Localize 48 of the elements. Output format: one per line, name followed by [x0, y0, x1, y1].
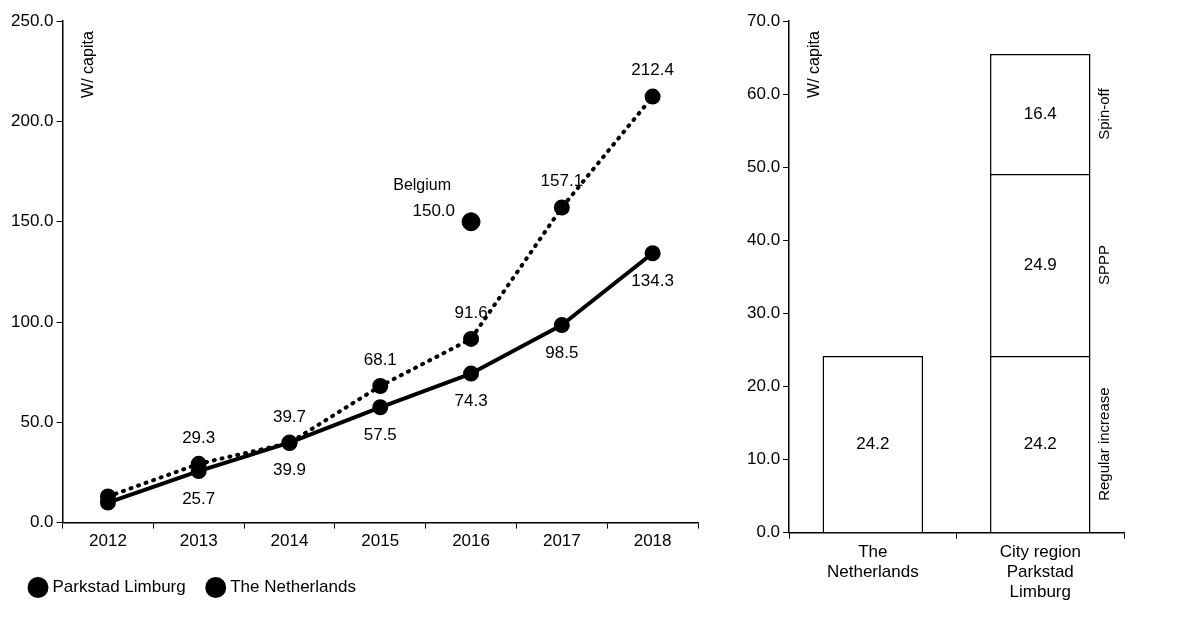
- y-tick-label: 150.0: [10, 211, 54, 231]
- data-label: 57.5: [363, 424, 397, 444]
- x-tick-label: 2015: [361, 531, 400, 551]
- data-label: 24.2: [1023, 433, 1057, 453]
- x-tick-label: City region Parkstad Limburg: [999, 541, 1081, 602]
- y-tick-label: 200.0: [10, 111, 54, 131]
- data-label: 68.1: [363, 349, 397, 369]
- x-tick-label: 2013: [179, 531, 218, 551]
- legend-label: Parkstad Limburg: [52, 577, 186, 597]
- data-label: 134.3: [631, 270, 674, 290]
- text: Spin-off: [1094, 87, 1112, 140]
- data-label: 39.9: [272, 460, 307, 480]
- data-label: 29.3: [182, 427, 216, 447]
- text: SPPP: [1094, 244, 1112, 285]
- y-tick-label: 50.0: [20, 412, 54, 432]
- series-label: Belgium: [393, 176, 452, 194]
- y-tick-label: 100.0: [10, 311, 54, 331]
- y-tick-label: 50.0: [746, 157, 781, 177]
- y-axis-title: W/ capita: [805, 31, 823, 98]
- data-label: 24.2: [856, 433, 890, 453]
- x-tick-label: 2012: [89, 531, 127, 551]
- x-tick-label: 2016: [452, 531, 490, 551]
- y-tick-label: 0.0: [29, 512, 54, 532]
- data-label: 157.1: [540, 171, 584, 191]
- y-tick-label: 250.0: [10, 10, 54, 30]
- y-tick-label: 70.0: [746, 10, 781, 30]
- y-tick-label: 0.0: [756, 522, 781, 542]
- x-tick-label: 2018: [633, 531, 672, 551]
- x-tick-label: 2017: [542, 531, 581, 551]
- y-tick-label: 10.0: [746, 449, 781, 469]
- y-axis-title: W/ capita: [78, 31, 96, 98]
- data-label: 24.9: [1023, 254, 1057, 274]
- data-label: 39.7: [272, 406, 307, 426]
- legend-label: The Netherlands: [230, 577, 356, 597]
- y-tick-label: 40.0: [746, 230, 781, 250]
- data-label: 212.4: [631, 60, 674, 80]
- text: Regular increase: [1094, 387, 1112, 501]
- data-label: 16.4: [1023, 103, 1057, 123]
- data-label: 150.0: [412, 201, 456, 221]
- y-tick-label: 20.0: [746, 376, 781, 396]
- y-tick-label: 30.0: [746, 303, 781, 323]
- y-tick-label: 60.0: [746, 83, 781, 103]
- data-label: 74.3: [454, 391, 488, 411]
- x-tick-label: The Netherlands: [826, 541, 919, 582]
- data-label: 91.6: [454, 302, 488, 322]
- data-label: 98.5: [545, 342, 579, 362]
- data-label: 25.7: [182, 488, 216, 508]
- x-tick-label: 2014: [270, 531, 309, 551]
